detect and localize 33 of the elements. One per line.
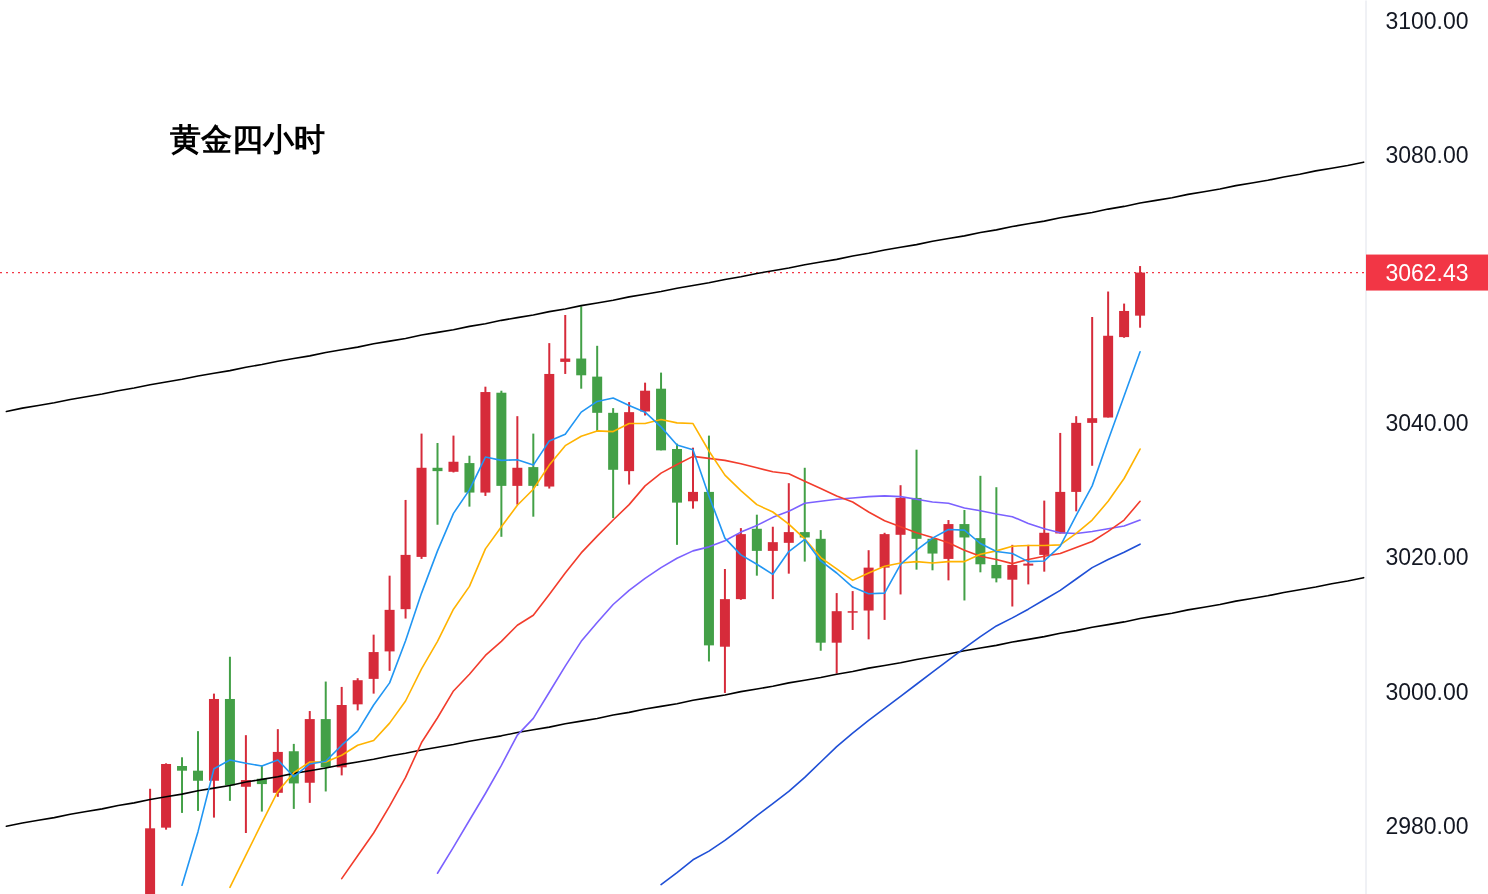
y-tick-label: 3100.00 [1385,8,1469,35]
candlestick [1007,543,1018,608]
candlestick [528,432,539,518]
candlestick [991,486,1002,584]
y-tick-label: 3080.00 [1385,142,1469,169]
y-tick-label: 3020.00 [1385,544,1469,571]
candlestick [1087,315,1098,467]
candlestick [193,730,203,812]
line-series [660,543,1141,886]
line-series [5,161,1365,413]
candlestick [448,434,459,474]
candlestick [847,590,858,631]
line-series [436,495,1141,875]
candlestick [687,446,698,510]
candlestick [767,525,778,601]
y-tick-label: 2980.00 [1385,812,1469,839]
candlestick [1023,543,1034,586]
text: 黄金四小时 [170,120,325,157]
candlestick [576,305,587,390]
candlestick [512,415,523,506]
candlestick [751,513,762,577]
line-series [5,576,1365,828]
line-series [181,351,1141,887]
candlestick [1039,499,1050,573]
candlestick [927,537,938,572]
y-tick-label: 3040.00 [1385,410,1469,437]
candlestick [640,381,651,417]
candlestick [177,756,188,814]
ref-line-label: 3062.43 [1385,259,1469,286]
line-series [340,455,1141,880]
line-series [229,418,1141,889]
y-tick-label: 3000.00 [1385,678,1469,705]
candlestick [783,482,794,575]
